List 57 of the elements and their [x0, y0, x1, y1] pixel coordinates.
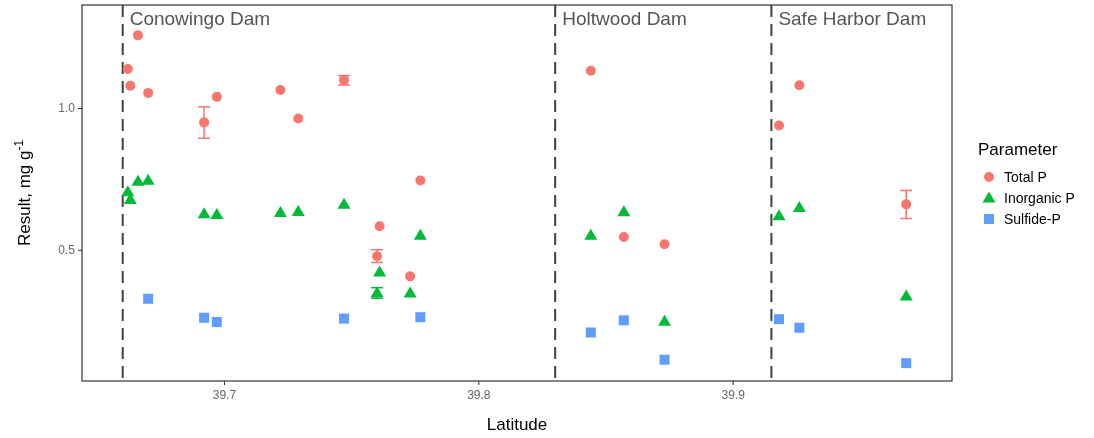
- point: [617, 205, 631, 217]
- point: [403, 286, 417, 298]
- point: [275, 85, 286, 96]
- ref-line-label: Holtwood Dam: [562, 8, 687, 29]
- point: [774, 120, 785, 131]
- point: [211, 317, 222, 328]
- x-tick-label: 39.9: [721, 388, 746, 402]
- y-tick-label: 1.0: [58, 101, 76, 116]
- point: [585, 65, 596, 76]
- point: [210, 208, 224, 220]
- point: [293, 113, 304, 124]
- x-axis-title: Latitude: [486, 415, 548, 434]
- legend-label: Total P: [1004, 169, 1047, 185]
- x-tick-label: 39.8: [467, 388, 491, 402]
- point: [141, 173, 155, 185]
- legend-title: Parameter: [978, 140, 1058, 159]
- point: [143, 87, 154, 98]
- point: [658, 314, 672, 326]
- x-tick-label: 39.7: [212, 388, 237, 402]
- point: [585, 327, 596, 338]
- point: [899, 289, 913, 301]
- point: [125, 80, 136, 91]
- point: [199, 312, 210, 323]
- point: [413, 228, 427, 240]
- point: [339, 313, 350, 324]
- point: [415, 175, 426, 186]
- point: [337, 197, 351, 209]
- legend-label: Inorganic P: [1004, 190, 1075, 206]
- point: [211, 91, 222, 102]
- point: [143, 293, 154, 304]
- point: [772, 209, 786, 221]
- point: [901, 199, 912, 210]
- point: [273, 206, 287, 218]
- point: [122, 64, 133, 75]
- point: [374, 221, 385, 232]
- point: [901, 358, 912, 369]
- point: [659, 239, 670, 250]
- point: [291, 204, 305, 216]
- point: [774, 314, 785, 325]
- ref-line-label: Conowingo Dam: [129, 8, 271, 29]
- point: [373, 265, 387, 277]
- point: [132, 30, 143, 41]
- point: [618, 315, 629, 326]
- point: [618, 231, 629, 242]
- point: [197, 207, 211, 219]
- point: [792, 200, 806, 212]
- point: [584, 228, 598, 240]
- point: [794, 80, 805, 91]
- y-tick-label: 0.5: [58, 243, 76, 258]
- point: [794, 322, 805, 333]
- ref-line-label: Safe Harbor Dam: [778, 8, 927, 29]
- point: [131, 174, 145, 186]
- legend-label: Sulfide-P: [1004, 211, 1061, 227]
- point: [659, 354, 670, 365]
- point: [405, 271, 416, 282]
- point: [199, 117, 210, 128]
- point: [415, 312, 426, 323]
